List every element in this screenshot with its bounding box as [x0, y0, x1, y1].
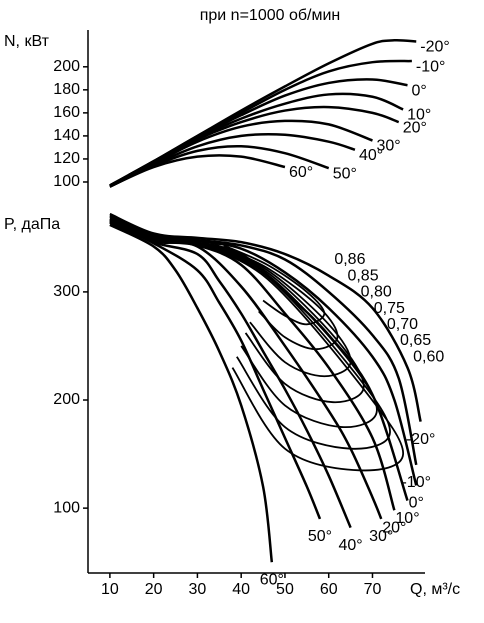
angle-label: 40° — [338, 537, 362, 554]
efficiency-contour — [197, 241, 391, 450]
angle-label: 30° — [369, 528, 393, 545]
x-tick-label: 40 — [232, 581, 250, 598]
x-tick-label: 50 — [276, 581, 294, 598]
x-tick-label: 30 — [189, 581, 207, 598]
y-tick-label: 100 — [53, 173, 80, 190]
angle-curve — [109, 221, 322, 520]
efficiency-contour — [214, 243, 339, 351]
angle-label: 10° — [395, 510, 419, 527]
angle-label: 0° — [411, 82, 426, 99]
angle-label: 10° — [407, 107, 431, 124]
angle-label: -10° — [401, 474, 431, 491]
efficiency-label: 0,75 — [374, 300, 405, 317]
efficiency-label: 0,80 — [361, 284, 392, 301]
angle-label: -20° — [406, 431, 436, 448]
angle-label: 30° — [376, 138, 400, 155]
y-tick-label: 200 — [53, 391, 80, 408]
angle-label: 60° — [260, 571, 284, 588]
y-tick-label: 300 — [53, 283, 80, 300]
y-axis-label: N, кВт — [4, 33, 50, 50]
angle-label: 40° — [359, 147, 383, 164]
angle-label: 60° — [289, 164, 313, 181]
y-axis-label: P, даПа — [4, 216, 60, 233]
angle-label: -20° — [420, 39, 450, 56]
angle-curve — [109, 223, 274, 563]
x-tick-label: 60 — [320, 581, 338, 598]
angle-curve — [109, 219, 383, 520]
efficiency-label: 0,60 — [413, 348, 444, 365]
angle-label: 0° — [409, 495, 424, 512]
efficiency-contour — [205, 242, 365, 404]
x-tick-label: 70 — [364, 581, 382, 598]
x-axis-label: Q, м³/с — [410, 581, 460, 598]
x-tick-label: 20 — [145, 581, 163, 598]
angle-curve — [109, 154, 286, 188]
y-tick-label: 200 — [53, 58, 80, 75]
angle-curve — [109, 215, 418, 486]
y-tick-label: 180 — [53, 81, 80, 98]
angle-curve — [109, 220, 352, 529]
efficiency-label: 0,65 — [400, 332, 431, 349]
angle-label: 50° — [333, 165, 357, 182]
x-tick-label: 10 — [101, 581, 119, 598]
angle-curve — [109, 132, 356, 188]
angle-curve — [109, 215, 418, 466]
efficiency-label: 0,86 — [334, 251, 365, 268]
chart-title: при n=1000 об/мин — [200, 7, 341, 24]
y-tick-label: 140 — [53, 127, 80, 144]
efficiency-contour — [192, 241, 405, 472]
y-tick-label: 120 — [53, 150, 80, 167]
efficiency-label: 0,70 — [387, 316, 418, 333]
angle-label: 20° — [403, 119, 427, 136]
angle-label: 50° — [308, 528, 332, 545]
angle-label: -10° — [416, 58, 446, 75]
efficiency-label: 0,85 — [347, 267, 378, 284]
y-tick-label: 160 — [53, 104, 80, 121]
angle-label: 20° — [382, 520, 406, 537]
y-tick-label: 100 — [53, 499, 80, 516]
